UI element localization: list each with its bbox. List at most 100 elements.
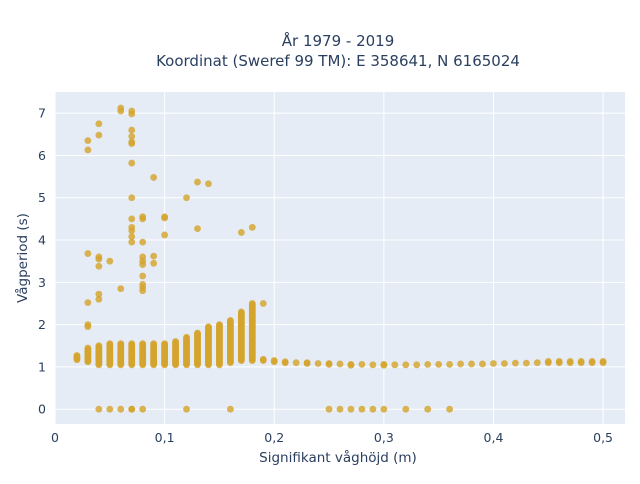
data-point (391, 361, 399, 369)
data-point (194, 225, 201, 233)
data-point (259, 300, 267, 307)
data-point (117, 107, 125, 115)
x-axis-title: Signifikant våghöjd (m) (259, 449, 417, 466)
data-point (84, 299, 92, 307)
data-point (446, 405, 454, 413)
plot-area (55, 92, 625, 424)
data-point (402, 361, 410, 369)
data-point (128, 215, 136, 223)
y-axis-title: Vågperiod (s) (14, 213, 31, 303)
data-point (95, 290, 103, 298)
data-point (128, 340, 136, 348)
data-point (490, 360, 497, 367)
data-point (248, 300, 256, 307)
data-point (106, 405, 114, 413)
data-point (139, 287, 147, 295)
data-point (73, 352, 81, 359)
y-tick-label: 7 (38, 106, 46, 121)
data-point (237, 308, 245, 316)
data-point (95, 120, 103, 128)
data-point (347, 361, 355, 369)
y-tick-label: 0 (38, 402, 46, 417)
data-point (501, 360, 508, 367)
data-point (380, 405, 388, 413)
x-tick-label: 0,1 (155, 430, 175, 445)
data-point (511, 359, 519, 367)
data-point (84, 137, 92, 145)
data-point (205, 180, 212, 188)
data-point (226, 405, 234, 413)
data-point (84, 250, 92, 257)
data-point (150, 252, 158, 260)
data-point (128, 405, 136, 413)
data-point (358, 405, 366, 413)
data-point (139, 405, 147, 413)
data-point (139, 261, 147, 268)
data-point (128, 133, 136, 140)
data-point (566, 358, 574, 365)
data-point (237, 229, 245, 236)
tick-labels: 0 0,1 0,2 0,3 0,4 0,5 0 1 2 3 4 5 6 7 (38, 106, 613, 445)
data-point (128, 110, 136, 118)
data-point (413, 361, 421, 369)
data-point (117, 405, 125, 413)
data-point (577, 358, 585, 365)
data-point (358, 360, 366, 368)
data-point (95, 255, 103, 263)
data-point (369, 361, 377, 369)
data-point (95, 262, 103, 270)
x-tick-label: 0,3 (374, 430, 394, 445)
data-point (183, 333, 190, 341)
data-point (150, 340, 158, 348)
data-point (468, 360, 475, 368)
data-point (84, 146, 92, 154)
data-point (369, 405, 377, 413)
data-point (435, 360, 443, 368)
data-point (84, 323, 92, 331)
y-tick-label: 2 (38, 317, 46, 332)
data-point (544, 358, 552, 365)
data-point (281, 359, 289, 367)
data-point (336, 405, 344, 413)
data-point (161, 214, 169, 222)
data-point (555, 358, 563, 365)
data-point (588, 358, 596, 365)
data-point (205, 323, 212, 331)
data-point (216, 321, 223, 329)
y-tick-label: 1 (38, 359, 46, 374)
y-tick-label: 5 (38, 190, 46, 205)
data-point (226, 316, 234, 324)
data-point (347, 405, 355, 413)
data-point (194, 178, 201, 186)
x-tick-label: 0,5 (593, 430, 613, 445)
data-point (270, 358, 278, 366)
data-point (128, 227, 136, 235)
data-point (402, 405, 410, 413)
y-tick-label: 4 (38, 233, 46, 248)
data-point (292, 359, 300, 367)
data-point (117, 285, 125, 293)
chart-title-line-2: Koordinat (Sweref 99 TM): E 358641, N 61… (156, 52, 520, 70)
data-point (139, 272, 147, 280)
x-tick-label: 0,2 (264, 430, 284, 445)
data-point (128, 159, 136, 167)
data-point (446, 360, 454, 368)
chart-title-line-1: År 1979 - 2019 (282, 31, 395, 50)
data-point (150, 174, 158, 181)
data-point (161, 340, 169, 348)
data-point (139, 238, 147, 246)
data-point (128, 126, 136, 134)
data-point (424, 360, 432, 368)
data-point (599, 358, 607, 365)
data-point (106, 257, 114, 265)
data-point (325, 405, 333, 413)
x-tick-label: 0,4 (484, 430, 504, 445)
data-point (183, 194, 190, 202)
data-point (457, 360, 464, 368)
data-point (128, 233, 136, 241)
data-point (128, 194, 136, 202)
data-point (533, 359, 541, 367)
data-point (128, 238, 136, 246)
data-point (95, 131, 103, 139)
